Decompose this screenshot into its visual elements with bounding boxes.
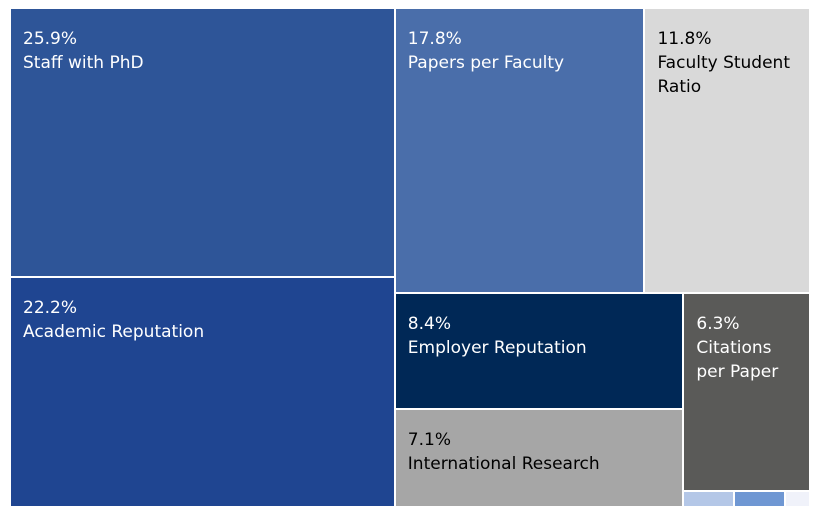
tile: 8.4% Employer Reputation [394, 292, 684, 409]
category-label: Staff with PhD [23, 53, 144, 73]
tile [734, 491, 785, 507]
tile-label: 22.2% Academic Reputation [23, 296, 386, 344]
tile: 17.8% Papers per Faculty [394, 8, 645, 293]
category-label: Faculty Student Ratio [657, 53, 790, 97]
value-label: 8.4% [407, 313, 451, 334]
tile-label: 17.8% Papers per Faculty [408, 27, 636, 75]
tile: 25.9% Staff with PhD [10, 8, 395, 277]
tile-label: 6.3% Citations per Paper [696, 312, 801, 384]
value-label: 7.1% [407, 429, 451, 450]
tile-label: 11.8% Faculty Student Ratio [657, 27, 801, 99]
treemap: 25.9% Staff with PhD 22.2% Academic Reputat… [10, 8, 810, 507]
tile-label: 25.9% Staff with PhD [23, 27, 386, 75]
value-label: 25.9% [23, 29, 78, 49]
category-label: Citations per Paper [696, 337, 779, 382]
value-label: 17.8% [407, 29, 462, 49]
tile [683, 491, 735, 507]
tile [784, 491, 810, 507]
tile-label: 8.4% Employer Reputation [408, 312, 675, 360]
tile: 22.2% Academic Reputation [10, 276, 395, 507]
category-label: International Research [407, 453, 600, 474]
value-label: 11.8% [657, 29, 712, 49]
tile: 11.8% Faculty Student Ratio [644, 8, 810, 293]
value-label: 22.2% [23, 297, 78, 318]
category-label: Papers per Faculty [407, 53, 565, 73]
category-label: Employer Reputation [407, 337, 587, 358]
category-label: Academic Reputation [23, 321, 205, 342]
tile-label: 7.1% International Research [408, 428, 675, 476]
tile: 6.3% Citations per Paper [683, 292, 810, 492]
tile: 7.1% International Research [394, 408, 684, 507]
value-label: 6.3% [696, 313, 740, 334]
